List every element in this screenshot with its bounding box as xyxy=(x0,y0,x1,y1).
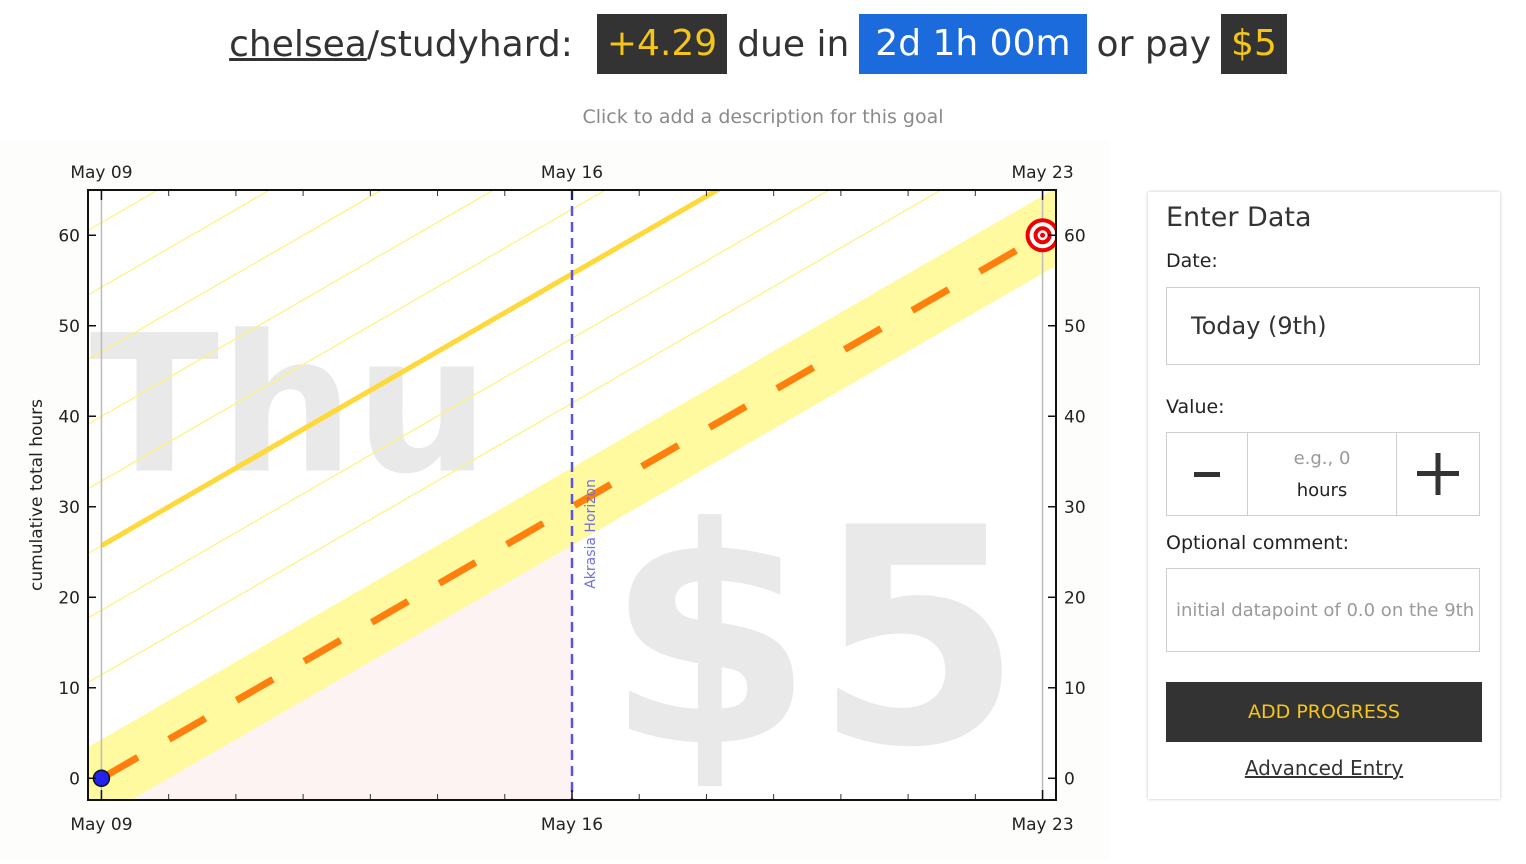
x-tick-label: May 16 xyxy=(541,815,603,835)
y-tick-label: 50 xyxy=(58,317,80,337)
value-input-wrap: hours xyxy=(1248,433,1396,515)
y-tick-label: 10 xyxy=(58,679,80,699)
value-input[interactable] xyxy=(1250,447,1394,470)
x-tick-label: May 23 xyxy=(1011,163,1073,183)
upper-guideline xyxy=(100,190,723,548)
due-label: due in xyxy=(737,23,850,65)
date-field[interactable]: Today (9th) xyxy=(1166,287,1480,365)
y-tick-label: 60 xyxy=(1064,226,1086,246)
panel-title: Enter Data xyxy=(1166,202,1312,233)
pledge-badge: $5 xyxy=(1221,14,1287,74)
decrement-button[interactable] xyxy=(1167,433,1248,515)
y-tick-label: 0 xyxy=(1064,769,1075,789)
comment-field-wrap xyxy=(1166,568,1480,652)
advanced-entry-link[interactable]: Advanced Entry xyxy=(1244,756,1404,780)
goal-target-ring xyxy=(1040,232,1046,238)
pay-label: or pay xyxy=(1096,23,1212,65)
stripe-line xyxy=(88,190,271,296)
comment-input[interactable] xyxy=(1174,569,1476,651)
stripe-line xyxy=(88,190,383,361)
y-tick-label: 10 xyxy=(1064,679,1086,699)
y-tick-label: 50 xyxy=(1064,317,1086,337)
x-tick-label: May 23 xyxy=(1011,815,1073,835)
add-progress-button[interactable]: ADD PROGRESS xyxy=(1166,682,1482,742)
goal-separator: / xyxy=(366,23,379,65)
goal-header: chelsea / studyhard : +4.29 due in 2d 1h… xyxy=(0,12,1526,76)
x-tick-label: May 09 xyxy=(70,815,132,835)
y-tick-label: 20 xyxy=(58,588,80,608)
minus-icon xyxy=(1194,472,1220,477)
date-label: Date: xyxy=(1166,250,1218,272)
road-line xyxy=(99,232,1045,782)
watermark-day: Thu xyxy=(90,295,490,516)
countdown-badge: 2d 1h 00m xyxy=(859,14,1087,74)
y-tick-label: 60 xyxy=(58,226,80,246)
y-tick-label: 20 xyxy=(1064,588,1086,608)
akrasia-horizon-label: Akrasia Horizon xyxy=(583,479,599,589)
y-tick-label: 40 xyxy=(1064,407,1086,427)
comment-label: Optional comment: xyxy=(1166,532,1350,554)
enter-data-panel: Enter Data Date: Today (9th) Value: hour… xyxy=(1148,192,1500,799)
x-tick-label: May 16 xyxy=(541,163,603,183)
graph-svg: Thu $5 Akrasia Horizon 0 0 10 10 20 20 30 30 40 40 50… xyxy=(27,163,1086,835)
plot-area: Thu $5 Akrasia Horizon xyxy=(88,190,1056,813)
stripe-line xyxy=(88,190,495,425)
increment-button[interactable] xyxy=(1396,433,1479,515)
value-label: Value: xyxy=(1166,396,1225,418)
user-link[interactable]: chelsea xyxy=(229,23,367,65)
x-tick-label: May 09 xyxy=(70,163,132,183)
watermark-pledge: $5 xyxy=(605,464,1022,813)
safety-buffer-badge: +4.29 xyxy=(596,14,728,74)
value-stepper: hours xyxy=(1166,432,1480,516)
y-tick-label: 30 xyxy=(58,498,80,518)
goal-slug: studyhard xyxy=(379,23,561,65)
goal-colon: : xyxy=(560,23,573,65)
value-unit: hours xyxy=(1296,480,1348,501)
y-tick-label: 30 xyxy=(1064,498,1086,518)
y-tick-label: 40 xyxy=(58,407,80,427)
goal-description[interactable]: Click to add a description for this goal xyxy=(582,106,944,128)
y-axis-title: cumulative total hours xyxy=(27,399,47,591)
plus-icon xyxy=(1417,453,1459,495)
goal-graph: Thu $5 Akrasia Horizon 0 0 10 10 20 20 30 30 40 40 50… xyxy=(0,140,1110,860)
y-tick-label: 0 xyxy=(69,769,80,789)
